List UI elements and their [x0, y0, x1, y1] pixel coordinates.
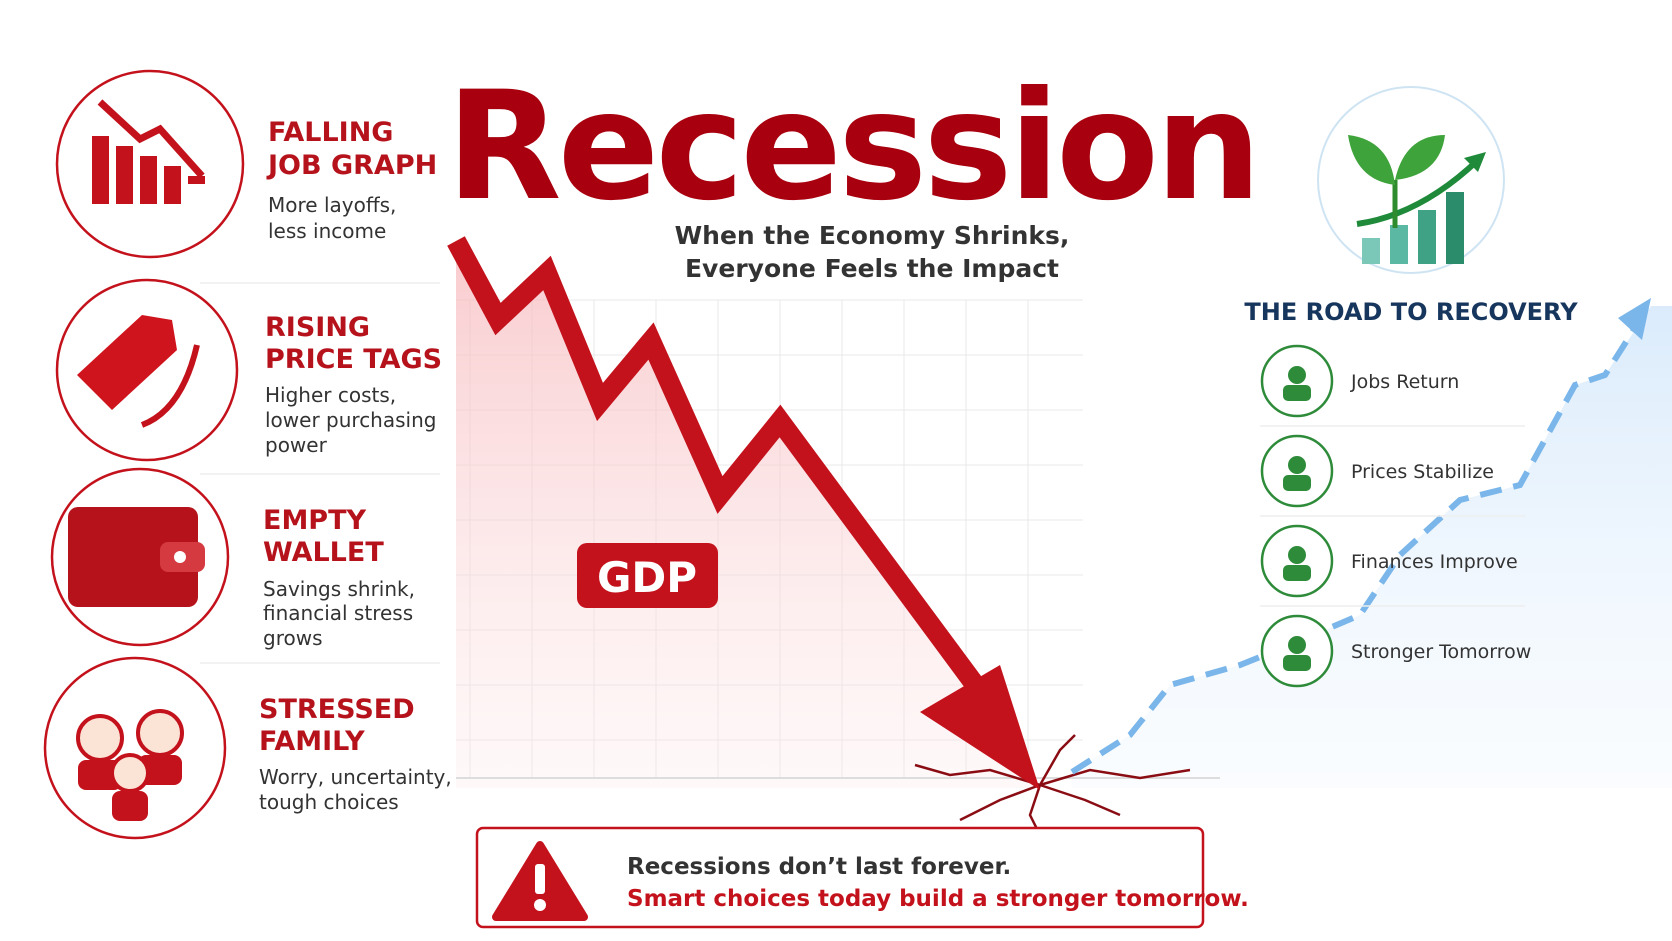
icon-wallet-button [174, 551, 186, 563]
gdp-badge [577, 543, 718, 608]
recovery-item-label: Finances Improve [1351, 551, 1518, 573]
item-heading: FAMILY [259, 726, 365, 757]
icon-arrow [97, 99, 205, 179]
item-description: less income [268, 219, 386, 243]
icon-face [136, 709, 184, 757]
ground-crack [914, 734, 1191, 836]
recovery-area [1072, 306, 1672, 788]
subtitle-line: When the Economy Shrinks, [675, 221, 1070, 250]
gdp-label: GDP [597, 553, 697, 602]
icon-bar [116, 146, 133, 204]
item-description: tough choices [259, 790, 399, 814]
recovery-item-icon [1283, 655, 1311, 671]
decline-arrow [447, 236, 999, 711]
item-description: Savings shrink, [263, 577, 415, 601]
recovery-items: Jobs Return Prices Stabilize Finances Impr… [1260, 344, 1531, 688]
recovery-item-icon [1288, 456, 1306, 474]
icon-bar [92, 136, 109, 204]
warning-line: Smart choices today build a stronger tom… [627, 886, 1249, 912]
subtitle-line: Everyone Feels the Impact [685, 254, 1059, 283]
recovery-item-icon [1283, 475, 1311, 491]
recovery-item-label: Stronger Tomorrow [1351, 641, 1531, 663]
item-heading: PRICE TAGS [265, 344, 442, 375]
icon-face [76, 714, 124, 762]
icon-bar [164, 166, 181, 204]
icon-body [112, 791, 148, 821]
warning-icon-dot [534, 899, 546, 911]
item-heading: EMPTY [263, 505, 367, 536]
decline-area [456, 241, 1040, 788]
item-circle [43, 656, 227, 840]
recovery-icon [1348, 135, 1486, 264]
item-description: grows [263, 626, 323, 650]
recovery-item-icon [1283, 565, 1311, 581]
recovery-item-icon [1288, 636, 1306, 654]
icon-arrow [140, 344, 200, 428]
item-description: Higher costs, [265, 383, 396, 407]
recovery-item-icon [1288, 546, 1306, 564]
item-heading: WALLET [263, 537, 384, 568]
icon-bar [188, 176, 205, 184]
icon-bar [140, 156, 157, 204]
icon-face [110, 753, 150, 793]
recovery-arrow-head [1618, 298, 1651, 340]
item-heading: RISING [265, 312, 370, 343]
item-description: Worry, uncertainty, [259, 765, 452, 789]
item-heading: JOB GRAPH [266, 150, 437, 181]
recovery-icon-circle [1317, 86, 1505, 274]
item-description: lower purchasing [265, 408, 436, 432]
warning-line: Recessions don’t last forever. [627, 854, 1011, 880]
recovery-item-icon [1283, 385, 1311, 401]
item-description: power [265, 433, 328, 457]
warning-icon-mark [535, 864, 545, 894]
item-description: financial stress [263, 601, 413, 625]
arrow-head [920, 665, 1040, 790]
icon-wallet [68, 507, 198, 607]
item-heading: STRESSED [259, 694, 415, 725]
icon-tag [77, 315, 177, 410]
title: Recession [446, 60, 1258, 234]
recovery-item-icon [1288, 366, 1306, 384]
recovery-item-label: Jobs Return [1350, 371, 1459, 393]
recovery-heading: THE ROAD TO RECOVERY [1244, 298, 1578, 326]
recovery-arrow [1070, 318, 1643, 775]
item-heading: FALLING [268, 117, 393, 148]
item-description: More layoffs, [268, 193, 396, 217]
recovery-item-label: Prices Stabilize [1351, 461, 1494, 483]
warning-box [475, 826, 1205, 929]
